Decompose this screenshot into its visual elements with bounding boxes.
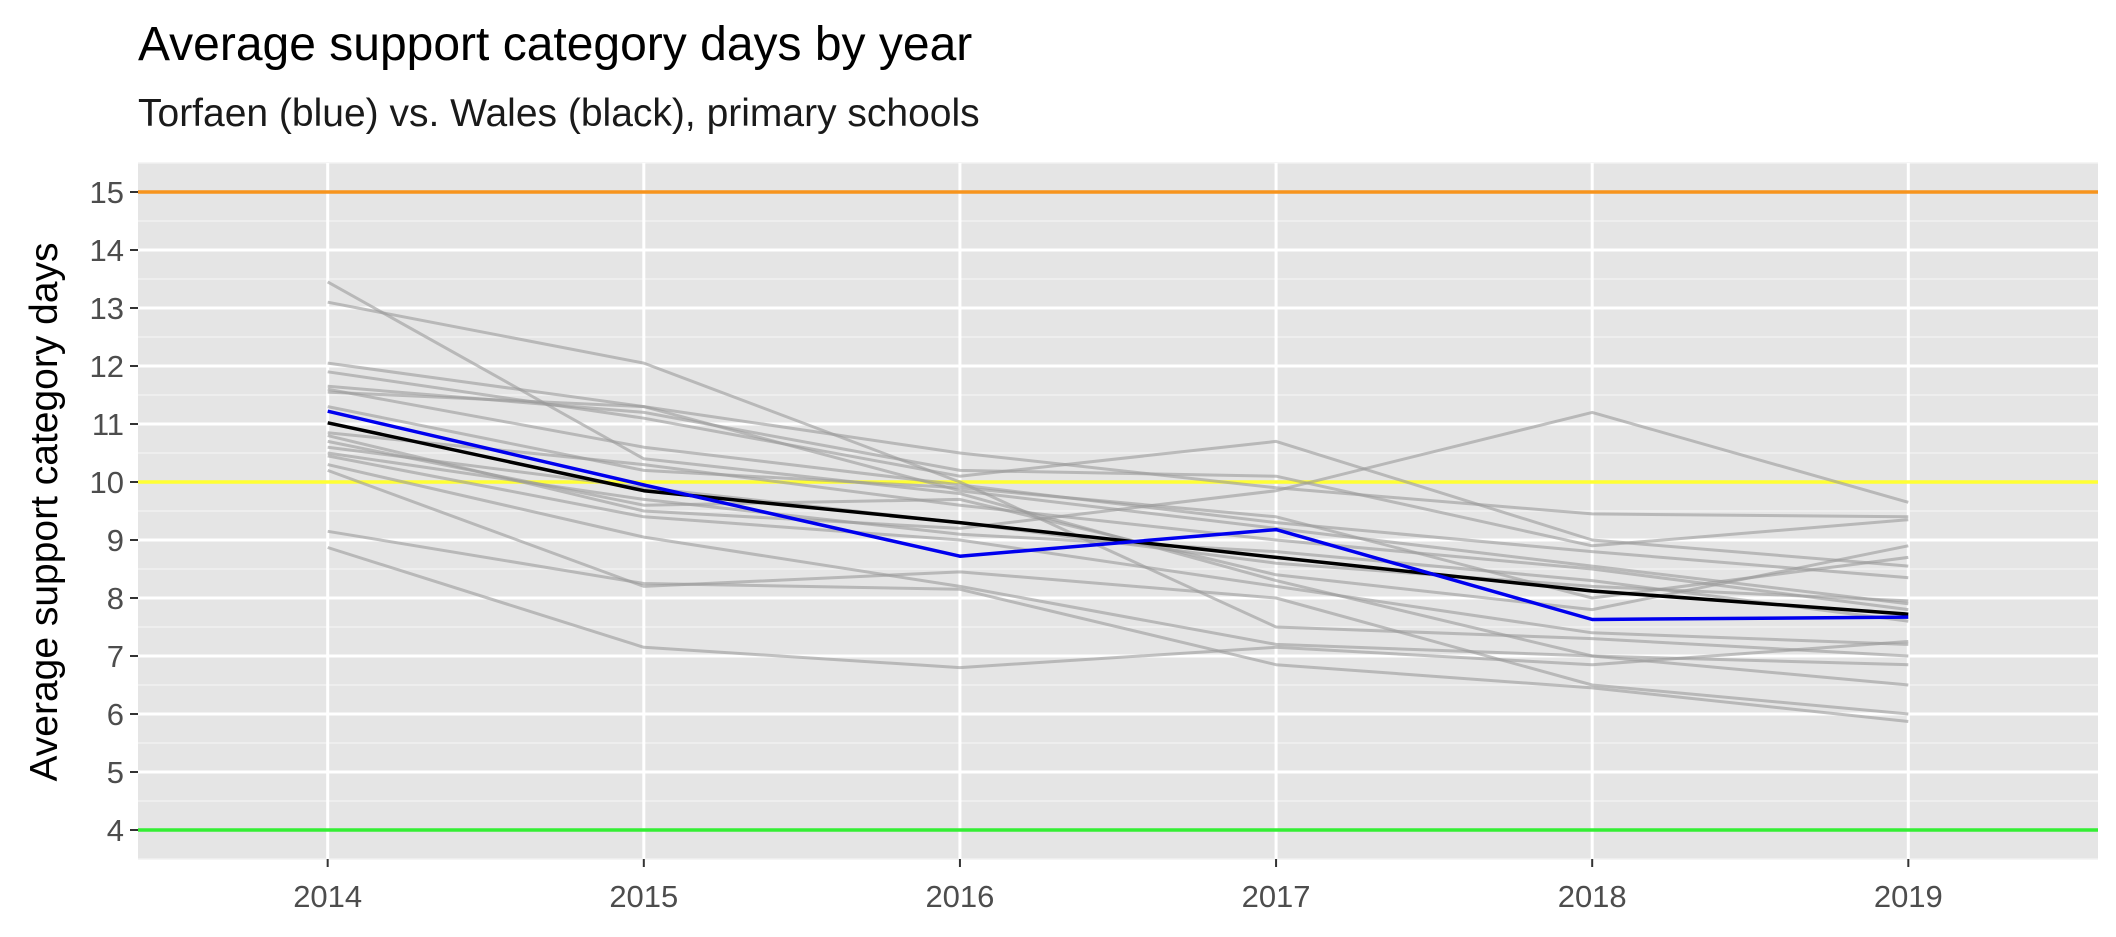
x-tick-label: 2017 (1242, 879, 1311, 914)
y-tick-label: 15 (90, 175, 124, 210)
chart-subtitle: Torfaen (blue) vs. Wales (black), primar… (138, 92, 980, 135)
y-tick-label: 6 (107, 697, 124, 732)
torfaen-series-line (327, 409, 1909, 622)
y-axis: 4 5 6 7 8 9 10 11 12 13 14 15 (90, 175, 138, 848)
y-tick-label: 11 (92, 407, 124, 442)
background-series-line (327, 468, 1909, 716)
x-axis: 2014 2015 2016 2017 2018 2019 (293, 859, 1943, 914)
background-series-line (327, 370, 1909, 568)
background-series-line (327, 463, 1909, 667)
wales-series-line (327, 421, 1909, 616)
y-axis-title: Average support category days (23, 242, 66, 781)
x-tick-label: 2018 (1558, 879, 1627, 914)
background-series-line (327, 410, 1909, 530)
background-series-line (327, 300, 1909, 658)
highlight-series-group (327, 409, 1909, 622)
background-series-line (327, 454, 1909, 646)
y-tick-label: 4 (107, 813, 124, 848)
y-tick-label: 9 (107, 523, 124, 558)
background-series-group (326, 280, 1909, 723)
y-tick-label: 7 (107, 639, 124, 674)
x-tick-label: 2019 (1874, 879, 1943, 914)
background-series-line (327, 405, 1909, 600)
y-tick-label: 13 (90, 291, 124, 326)
background-series-line (327, 529, 1909, 723)
background-series-line (327, 384, 1909, 548)
chart-title: Average support category days by year (138, 18, 972, 71)
background-series-line (327, 439, 1909, 612)
x-tick-label: 2016 (925, 879, 994, 914)
y-tick-label: 12 (90, 349, 124, 384)
x-tick-label: 2015 (609, 879, 678, 914)
y-tick-label: 8 (107, 581, 124, 616)
y-tick-label: 10 (90, 465, 124, 500)
x-tick-label: 2014 (293, 879, 362, 914)
background-series-line (327, 546, 1909, 670)
background-series-line (327, 361, 1909, 519)
y-tick-label: 14 (90, 233, 124, 268)
y-tick-label: 5 (107, 755, 124, 790)
